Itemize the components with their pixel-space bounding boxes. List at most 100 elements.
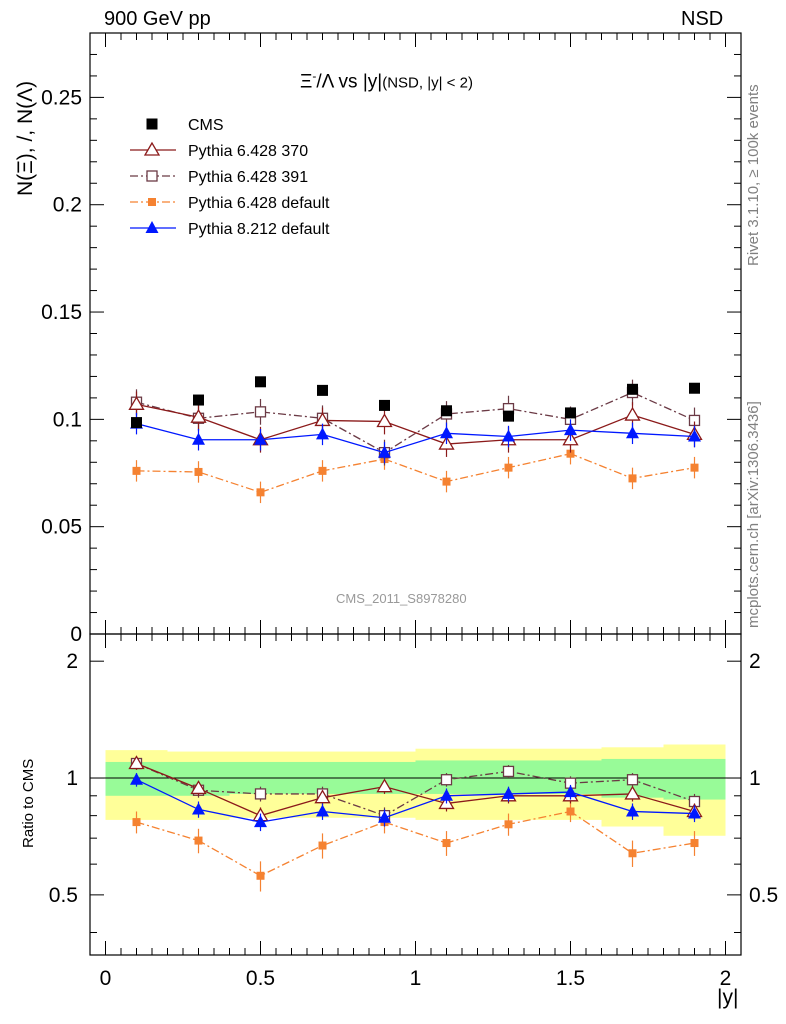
main-line-p6def <box>136 453 695 494</box>
plot-title-subtitle: (NSD, |y| < 2) <box>382 74 473 92</box>
header-right-label: NSD <box>681 8 724 30</box>
ratio-point-p8def <box>502 786 515 799</box>
main-point-p8def <box>192 432 205 445</box>
ratio-point-p370 <box>376 778 393 793</box>
ratio-point-p8def <box>688 806 701 819</box>
ratio-point-p8def <box>130 772 143 785</box>
main-point-p391 <box>254 406 267 418</box>
ratio-point-p6def <box>628 849 637 858</box>
main-y-tick-label: 0.1 <box>53 408 82 431</box>
ratio-y-tick-label-right: 0.5 <box>749 884 778 907</box>
main-y-tick-label: 0.2 <box>53 194 82 217</box>
main-point-p8def <box>316 427 329 440</box>
ratio-point-p6def <box>194 836 203 845</box>
main-point-p8def <box>254 432 267 445</box>
main-point-cms <box>131 417 142 429</box>
ratio-y-tick-label: 1 <box>66 767 78 790</box>
ratio-point-p391 <box>626 774 639 786</box>
ratio-point-p391 <box>254 788 267 800</box>
ratio-y-tick-label: 2 <box>66 650 78 673</box>
legend-marker-p391 <box>146 170 158 182</box>
main-y-tick-label: 0.25 <box>41 86 82 109</box>
header-left-label: 900 GeV pp <box>104 8 211 30</box>
main-point-p8def <box>564 423 577 436</box>
legend-label-p370: Pythia 6.428 370 <box>188 143 308 160</box>
ratio-point-p6def <box>442 839 451 848</box>
ratio-point-p8def <box>254 815 267 828</box>
ratio-point-p6def <box>256 871 265 880</box>
main-point-cms <box>255 376 266 388</box>
analysis-watermark: CMS_2011_S8978280 <box>336 591 467 606</box>
plot-title-main: /Λ vs |y| <box>316 71 383 93</box>
ratio-point-p391 <box>440 774 453 786</box>
ratio-point-p8def <box>192 802 205 815</box>
legend-label-p8def: Pythia 8.212 default <box>188 221 330 238</box>
main-y-tick-label: 0 <box>70 623 82 646</box>
ratio-point-p370 <box>128 755 145 770</box>
ratio-y-tick-label-right: 2 <box>749 650 761 673</box>
x-tick-label: 1 <box>410 967 422 990</box>
ratio-line-p391 <box>136 762 695 817</box>
legend-label-p6def: Pythia 6.428 default <box>188 195 330 212</box>
x-tick-label: 0.5 <box>246 967 275 990</box>
main-point-p370 <box>376 413 393 428</box>
main-point-p6def <box>442 477 451 486</box>
main-point-p6def <box>566 449 575 458</box>
ratio-point-p8def <box>564 785 577 798</box>
main-point-p6def <box>628 474 637 483</box>
main-point-p370 <box>128 396 145 410</box>
ratio-point-p8def <box>440 788 453 801</box>
main-y-tick-label: 0.05 <box>41 516 82 539</box>
main-point-cms <box>689 382 700 394</box>
x-tick-label: 0 <box>100 967 112 990</box>
ratio-line-p8def <box>136 779 695 823</box>
legend-label-cms: CMS <box>188 117 224 134</box>
ratio-line-p370 <box>136 762 695 817</box>
main-line-p370 <box>136 403 695 445</box>
ratio-point-p8def <box>378 810 391 823</box>
ratio-y-tick-label-right: 1 <box>749 767 761 790</box>
plot-title: Ξ-/Λ vs |y|(NSD, |y| < 2) <box>300 69 473 93</box>
ratio-point-p6def <box>318 841 327 850</box>
main-point-p6def <box>504 463 513 472</box>
main-point-p8def <box>378 445 391 458</box>
main-point-p8def <box>502 429 515 442</box>
cms-uncertainty-band-inner <box>663 758 726 800</box>
main-point-cms <box>317 384 328 396</box>
main-point-p6def <box>194 467 203 476</box>
ratio-point-p6def <box>690 839 699 848</box>
main-point-p6def <box>690 463 699 472</box>
ratio-line-p6def <box>136 810 695 877</box>
x-tick-label: 1.5 <box>556 967 585 990</box>
main-point-p370 <box>190 408 207 423</box>
main-point-cms <box>193 394 204 406</box>
main-point-cms <box>627 383 638 395</box>
main-point-p8def <box>440 426 453 439</box>
legend-marker-p370 <box>143 141 161 156</box>
main-point-p8def <box>626 426 639 439</box>
ratio-point-p370 <box>314 789 331 804</box>
legend-marker-p8def <box>145 221 159 233</box>
ratio-point-p391 <box>502 765 515 778</box>
ratio-point-p370 <box>624 785 641 800</box>
main-point-cms <box>441 405 452 417</box>
main-line-p391 <box>136 391 695 454</box>
main-point-p8def <box>688 429 701 442</box>
main-point-p6def <box>132 466 141 475</box>
ratio-point-p8def <box>626 804 639 817</box>
main-point-p370 <box>624 406 641 421</box>
ratio-y-tick-label: 0.5 <box>49 884 78 907</box>
legend-label-p391: Pythia 6.428 391 <box>188 169 308 186</box>
ratio-point-p370 <box>190 780 207 795</box>
main-point-p6def <box>256 488 265 497</box>
main-y-tick-label: 0.15 <box>41 301 82 324</box>
ratio-point-p6def <box>132 818 141 827</box>
legend-marker-cms <box>146 118 158 130</box>
main-point-cms <box>503 410 514 422</box>
legend-marker-p6def <box>148 198 156 206</box>
ratio-point-p6def <box>566 807 575 816</box>
main-point-cms <box>379 399 390 411</box>
main-line-p8def <box>136 423 695 454</box>
main-point-p6def <box>318 466 327 475</box>
